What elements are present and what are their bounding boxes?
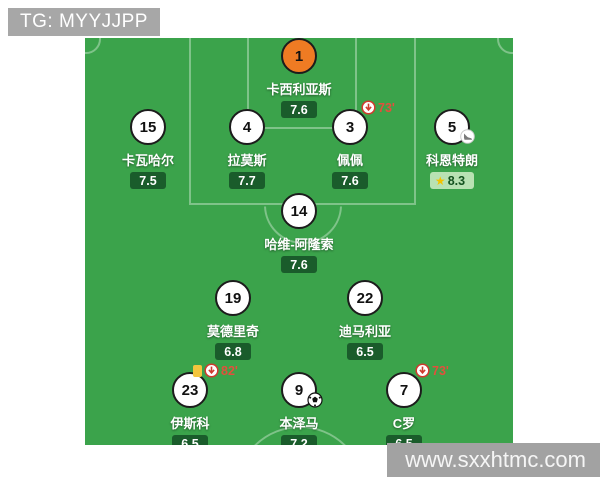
shirt-number: 19 [224, 289, 242, 307]
player-marker[interactable]: 1 [239, 38, 359, 119]
player-rating-value: 7.7 [238, 173, 256, 188]
player-rating-badge: 7.2 [281, 435, 317, 446]
shirt-number: 7 [399, 381, 409, 399]
player-circle-wrap: 1 [239, 38, 359, 74]
shirt-number: 4 [242, 118, 252, 136]
player-circle-wrap: 4 [187, 109, 307, 145]
player-circle[interactable]: 7 [386, 372, 422, 408]
player-circle-wrap: 9 [239, 372, 359, 408]
player-marker[interactable]: 22 [305, 280, 425, 361]
player-circle-wrap: 15 [88, 109, 208, 145]
player-circle[interactable]: 1 [281, 38, 317, 74]
shirt-number: 5 [447, 118, 457, 136]
player-rating-value: 6.8 [224, 344, 242, 359]
player-name: 本泽马 [279, 416, 319, 431]
player-name: 伊斯科 [170, 416, 210, 431]
player-badges: 73' [415, 363, 449, 378]
player-rating-value: 6.5 [395, 436, 413, 446]
sub-off-icon [415, 363, 430, 378]
site-watermark: www.sxxhtmc.com [387, 443, 600, 477]
player-rating-badge: 6.5 [386, 435, 422, 446]
player-name: C罗 [392, 416, 416, 431]
player-rating-badge: 7.7 [229, 172, 265, 189]
tg-watermark: TG: MYYJJPP [8, 8, 160, 36]
player-rating-badge: 6.8 [215, 343, 251, 360]
player-circle-wrap: 14 [239, 193, 359, 229]
player-circle[interactable]: 4 [229, 109, 265, 145]
player-rating-value: 7.5 [139, 173, 157, 188]
players-layer: 1 [85, 38, 513, 445]
player-rating-value: 7.6 [341, 173, 359, 188]
goal-area-line [247, 38, 357, 129]
player-circle-wrap: 5 [392, 109, 512, 145]
sub-minute-label: 73' [432, 363, 449, 378]
shirt-number: 22 [356, 289, 374, 307]
player-name: 哈维-阿隆索 [264, 237, 334, 252]
player-marker[interactable]: 9 [239, 372, 359, 445]
player-rating-badge: 6.5 [347, 343, 383, 360]
shirt-number: 9 [294, 381, 304, 399]
player-rating-badge: 7.6 [281, 256, 317, 273]
sub-minute-label: 82' [221, 363, 238, 378]
player-rating-badge: 7.6 [332, 172, 368, 189]
player-badges: 73' [361, 100, 395, 115]
player-rating-value: 7.6 [290, 257, 308, 272]
player-name: 莫德里奇 [206, 324, 259, 339]
star-icon: ★ [434, 173, 446, 188]
shirt-number: 23 [181, 381, 199, 399]
player-circle[interactable]: 19 [215, 280, 251, 316]
player-rating-value: 6.5 [181, 436, 199, 446]
player-circle[interactable]: 15 [130, 109, 166, 145]
player-rating-badge: 6.5 [172, 435, 208, 446]
player-name: 科恩特朗 [425, 153, 478, 168]
player-rating-value: 8.3 [447, 173, 466, 188]
sub-off-icon [361, 100, 376, 115]
shirt-number: 3 [345, 118, 355, 136]
player-circle[interactable]: 23 [172, 372, 208, 408]
player-circle-wrap: 3 73' [290, 100, 410, 145]
assist-boot-icon [460, 129, 475, 144]
player-marker[interactable]: 5 [392, 109, 512, 190]
player-name: 卡瓦哈尔 [121, 153, 174, 168]
player-rating-badge: ★ 8.3 [429, 172, 475, 189]
player-circle[interactable]: 14 [281, 193, 317, 229]
player-name: 拉莫斯 [227, 153, 267, 168]
goal-ball-icon [307, 392, 323, 408]
player-marker[interactable]: 19 [173, 280, 293, 361]
player-rating-badge: 7.6 [281, 101, 317, 118]
player-circle-wrap: 23 82' [130, 363, 250, 408]
shirt-number: 14 [290, 202, 308, 220]
player-rating-value: 7.2 [290, 436, 308, 446]
player-rating-value: 7.6 [290, 102, 308, 117]
player-marker[interactable]: 7 73' [344, 363, 464, 446]
player-marker[interactable]: 4 [187, 109, 307, 190]
sub-minute-label: 73' [378, 100, 395, 115]
player-circle[interactable]: 3 [332, 109, 368, 145]
player-name: 迪马利亚 [338, 324, 391, 339]
player-badges: 82' [193, 363, 238, 378]
player-circle-wrap: 7 73' [344, 363, 464, 408]
sub-off-icon [204, 363, 219, 378]
yellow-card-icon [193, 364, 202, 377]
player-circle[interactable]: 22 [347, 280, 383, 316]
football-pitch: 1 [85, 38, 513, 445]
player-circle-wrap: 22 [305, 280, 425, 316]
player-marker[interactable]: 14 [239, 193, 359, 274]
player-rating-value: 6.5 [356, 344, 374, 359]
shirt-number: 15 [139, 118, 157, 136]
player-marker[interactable]: 23 82' [130, 363, 250, 446]
player-marker[interactable]: 3 73' [290, 100, 410, 190]
player-name: 卡西利亚斯 [266, 82, 332, 97]
player-name: 佩佩 [336, 153, 363, 168]
player-marker[interactable]: 15 [88, 109, 208, 190]
shirt-number: 1 [294, 47, 304, 65]
player-rating-badge: 7.5 [130, 172, 166, 189]
player-circle-wrap: 19 [173, 280, 293, 316]
